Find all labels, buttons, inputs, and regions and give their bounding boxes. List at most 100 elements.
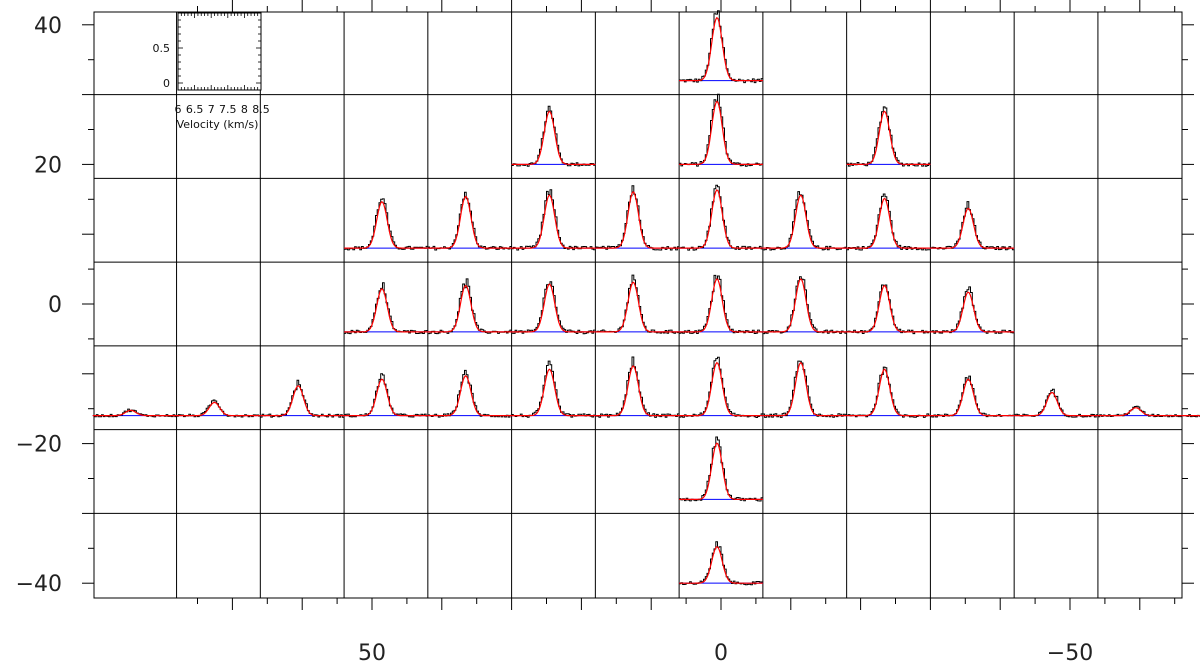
observed-spectrum (762, 360, 847, 418)
fit-curve (595, 365, 680, 417)
observed-spectrum (679, 184, 763, 251)
inset-y-tick-label: 0 (163, 77, 170, 90)
observed-spectrum (427, 278, 512, 335)
spectrum-cell (679, 274, 763, 334)
cell-grid (94, 12, 1182, 598)
fit-curve (846, 368, 931, 417)
fit-curve (344, 378, 428, 417)
spectrum-cell (176, 399, 261, 418)
inset-xlabel: Velocity (km/s) (177, 118, 259, 131)
fit-curve (762, 194, 847, 249)
y-tick-label: 20 (34, 153, 62, 178)
spectrum-cell (1097, 405, 1182, 418)
spectrum-cell (846, 106, 931, 167)
observed-spectrum (679, 93, 763, 167)
observed-spectrum (176, 399, 261, 418)
velocity-inset: 6 6.5 7 7.5 8 8.5 0.5 0 Velocity (km/s) (153, 12, 270, 131)
observed-spectrum (595, 185, 680, 251)
observed-spectrum (427, 191, 512, 251)
spectrum-cell (344, 373, 428, 418)
spectrum-cell (679, 10, 763, 84)
y-tick-label: −40 (16, 572, 62, 597)
fit-curve (427, 195, 512, 249)
observed-spectrum (762, 276, 847, 335)
fit-curve (511, 110, 596, 165)
fit-curve (679, 361, 763, 417)
fit-curve (427, 284, 512, 333)
inset-x-tick-label: 8.5 (252, 103, 270, 116)
inset-x-tick-label: 8 (241, 103, 248, 116)
spectrum-cell (92, 408, 177, 418)
spectrum-cell (1181, 414, 1200, 418)
observed-spectrum (1181, 414, 1200, 418)
fit-curve (1097, 407, 1182, 417)
fit-curve (511, 283, 596, 333)
observed-spectrum (511, 281, 596, 335)
fit-curve (846, 284, 931, 333)
inset-x-tick-label: 6 (175, 103, 182, 116)
fit-curve (679, 189, 763, 249)
spectrum-cell (427, 369, 512, 418)
spectrum-cell (679, 436, 763, 502)
fit-curve (846, 197, 931, 249)
fit-curve (260, 385, 345, 417)
observed-spectrum (679, 356, 763, 418)
observed-spectrum (344, 198, 428, 251)
spectrum-cell (511, 105, 596, 167)
fit-curve (679, 278, 763, 333)
spectrum-cell (846, 366, 931, 418)
spectrum-cell (679, 541, 763, 586)
spectrum-cell (930, 201, 1015, 251)
y-tick-label: −20 (16, 433, 62, 458)
spectrum-cell (1014, 388, 1098, 418)
x-tick-label: 50 (358, 641, 386, 666)
spectrum-cell (846, 284, 931, 335)
fit-curve (930, 207, 1015, 249)
observed-spectrum (511, 189, 596, 251)
fit-curve (679, 546, 763, 584)
observed-spectrum (846, 284, 931, 335)
spectrum-cell (846, 193, 931, 251)
fit-curve (679, 16, 763, 82)
y-tick-label: 0 (48, 293, 62, 318)
fit-curve (344, 288, 428, 333)
observed-spectrum (511, 360, 596, 418)
observed-spectrum (846, 106, 931, 167)
fit-curve (679, 442, 763, 500)
observed-spectrum (344, 373, 428, 418)
fit-curve (595, 191, 680, 249)
spectrum-cell (427, 191, 512, 251)
fit-curve (595, 281, 680, 333)
spectrum-cell (344, 282, 428, 335)
spectrum-cell (595, 356, 680, 418)
plot-frame (93, 11, 1183, 599)
spectrum-cell (679, 93, 763, 167)
spectrum-cell (511, 360, 596, 418)
spectrum-cell (679, 356, 763, 418)
fit-curve (427, 375, 512, 417)
spectrum-cell (511, 189, 596, 251)
inset-x-tick-label: 7.5 (219, 103, 237, 116)
observed-spectrum (930, 201, 1015, 251)
x-tick-label: 0 (714, 641, 728, 666)
spectrum-cell (762, 276, 847, 335)
spectrum-cell (930, 286, 1015, 334)
spectrum-cell (344, 198, 428, 251)
fit-curve (92, 409, 177, 417)
fit-curve (344, 201, 428, 249)
fit-curve (930, 378, 1015, 417)
observed-spectrum (260, 379, 345, 418)
fit-curve (176, 401, 261, 417)
fit-curve (930, 291, 1015, 333)
fit-curve (762, 278, 847, 333)
inset-box (177, 12, 262, 91)
observed-spectrum (679, 541, 763, 586)
spectrum-cell (762, 191, 847, 251)
observed-spectrum (846, 193, 931, 251)
observed-spectrum (846, 366, 931, 418)
observed-spectrum (427, 369, 512, 418)
fit-curve (511, 194, 596, 249)
observed-spectrum (679, 274, 763, 334)
observed-spectrum (1014, 388, 1098, 418)
x-tick-label: −50 (1047, 641, 1093, 666)
